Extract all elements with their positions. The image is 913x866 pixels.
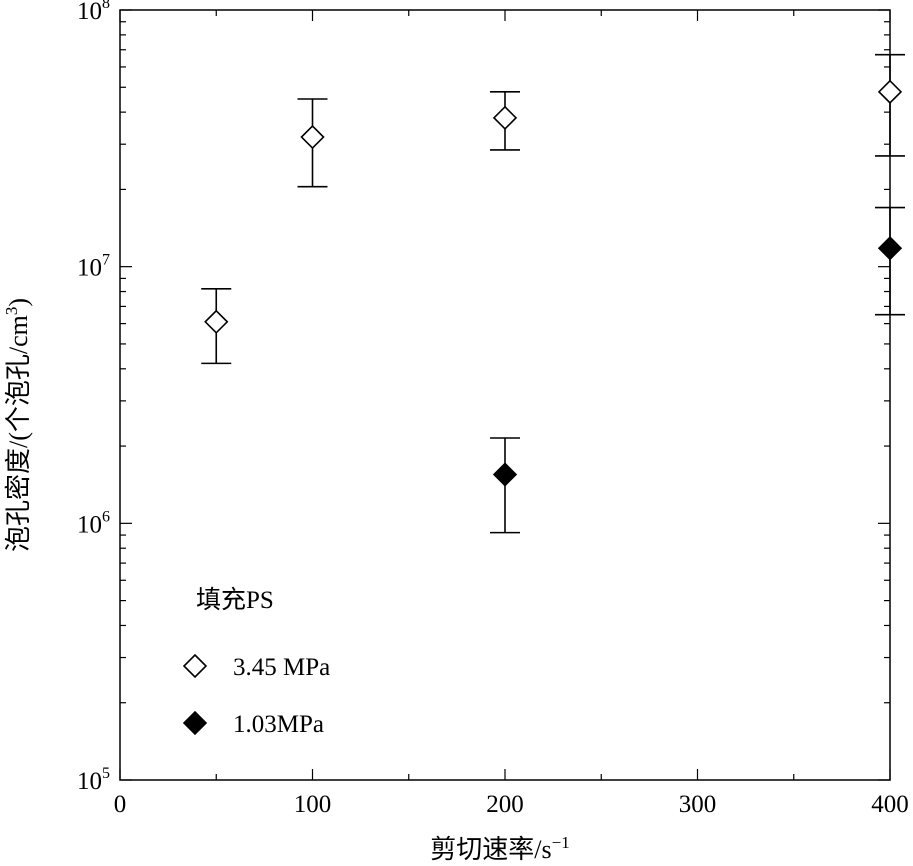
legend-label-1.03-mpa: 1.03MPa	[233, 711, 324, 738]
data-series	[201, 53, 905, 534]
y-tick-label-base: 10	[77, 511, 102, 538]
data-point-filled-diamond	[877, 236, 903, 261]
legend-marker-1.03-mpa	[182, 710, 208, 736]
y-tick-label-base: 10	[77, 255, 102, 282]
series-2	[490, 206, 905, 534]
y-tick-label: 105	[77, 765, 110, 795]
legend-title: 填充PS	[196, 586, 274, 614]
x-tick-label: 100	[294, 791, 332, 818]
data-point-open-diamond	[300, 124, 325, 150]
y-axis-title-exponent: 3	[2, 307, 21, 316]
legend-marker-3.45-mpa	[182, 653, 208, 679]
x-axis: 0 100 200 300 400	[114, 10, 909, 818]
x-axis-title-exponent: −1	[552, 833, 570, 852]
y-tick-label-base: 10	[77, 768, 102, 795]
y-tick-label: 107	[77, 252, 110, 282]
x-tick-label: 400	[871, 791, 909, 818]
legend-label-3.45-mpa: 3.45 MPa	[233, 654, 330, 681]
data-point-filled-diamond	[492, 462, 518, 487]
y-tick-label-exponent: 6	[102, 508, 110, 525]
data-point-open-diamond	[204, 309, 229, 334]
y-axis-title: 泡孔密度/(个泡孔/cm3)	[2, 298, 33, 552]
x-axis-title-text: 剪切速率/s	[430, 835, 551, 864]
x-tick-label: 200	[486, 791, 524, 818]
x-tick-label: 300	[679, 791, 717, 818]
y-tick-label: 106	[77, 508, 110, 538]
y-tick-label-exponent: 8	[102, 0, 110, 12]
y-axis-title-end: )	[4, 298, 33, 307]
x-tick-label: 0	[114, 791, 127, 818]
y-tick-label-exponent: 5	[102, 765, 110, 782]
y-axis-title-text: 泡孔密度/(个泡孔/cm	[4, 315, 33, 552]
legend: 填充PS 3.45 MPa 1.03MPa	[182, 586, 330, 738]
x-axis-title: 剪切速率/s−1	[430, 833, 569, 864]
data-point-open-diamond	[877, 79, 903, 104]
data-point-open-diamond	[492, 105, 518, 130]
series-1	[201, 53, 905, 365]
y-tick-label-exponent: 7	[102, 252, 110, 269]
y-tick-label: 108	[77, 0, 110, 25]
y-tick-label-base: 10	[77, 0, 102, 25]
